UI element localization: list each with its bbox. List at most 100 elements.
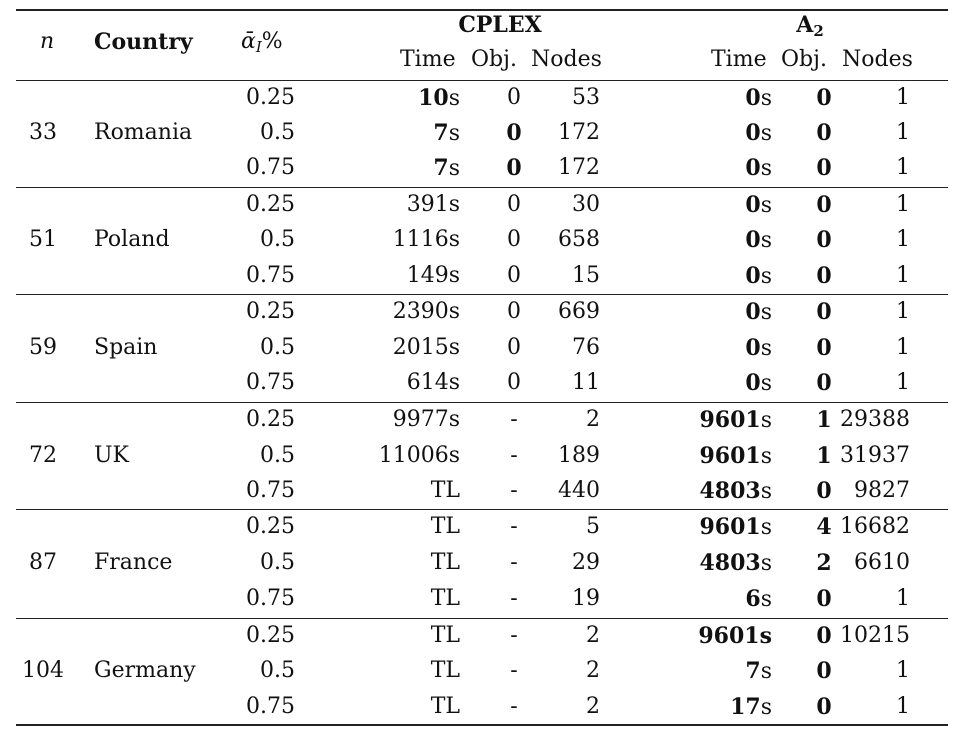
cell-a2-time: 0s [660,81,772,115]
cell-cplex-time: 391s [360,188,460,222]
cell-cplex-time: 10s [360,81,460,115]
cell-a2-nodes-value: 1 [896,694,910,719]
cell-cplex-obj: - [494,403,534,437]
cell-cplex-time-value: 1116s [392,227,460,252]
header-country-label: Country [94,29,193,55]
cell-cplex-obj: 0 [494,81,534,115]
cell-cplex-nodes-value: 30 [572,192,600,217]
cell-cplex-time-value: 10 [418,85,449,111]
cell-cplex-time-value: 7 [433,120,449,146]
cell-cplex-nodes: 2 [520,619,600,653]
cell-cplex-nodes: 172 [520,151,600,185]
cell-cplex-nodes: 2 [520,403,600,437]
cell-a2-nodes: 1 [830,223,910,257]
cell-a2-obj: 0 [804,619,844,653]
cell-a2-time-value: 9601s [698,623,772,649]
cell-cplex-obj-value: 0 [507,227,521,252]
cell-a2-nodes-value: 1 [896,370,910,395]
cell-a2-nodes: 10215 [830,619,910,653]
header-group-a2-base: A [796,12,814,38]
cell-cplex-time: TL [360,474,460,508]
cell-cplex-obj: 0 [494,331,534,365]
cell-cplex-obj: - [494,474,534,508]
cell-a2-nodes-value: 1 [896,263,910,288]
cell-country-value: Germany [94,658,196,683]
cell-a2-obj: 4 [804,510,844,544]
cell-cplex-nodes-value: 5 [586,514,600,539]
cell-a2-nodes-value: 9827 [854,478,910,503]
cell-a2-time-value: 0 [745,85,761,111]
cell-cplex-obj-value: - [510,478,518,503]
cell-alpha: 0.25 [230,403,295,437]
cell-cplex-time-unit: s [448,86,460,111]
cell-alpha: 0.75 [230,690,295,724]
header-a2-obj: Obj. [781,43,827,77]
cell-alpha: 0.25 [230,188,295,222]
cell-a2-nodes: 31937 [830,439,910,473]
header-n-label: n [40,29,55,54]
header-a2-nodes: Nodes [842,43,913,77]
cell-a2-time: 0s [660,223,772,257]
cell-a2-nodes-value: 1 [896,85,910,110]
cell-a2-time-value: 0 [745,227,761,253]
cell-alpha: 0.5 [230,223,295,257]
cell-alpha: 0.25 [230,295,295,329]
cell-cplex-nodes: 19 [520,582,600,616]
cell-cplex-nodes-value: 76 [572,335,600,360]
cell-cplex-obj: - [494,619,534,653]
cell-cplex-nodes: 30 [520,188,600,222]
cell-cplex-nodes-value: 172 [558,155,600,180]
cell-a2-nodes: 1 [830,690,910,724]
cell-alpha-value: 0.5 [260,120,295,145]
cell-a2-time-value: 0 [745,299,761,325]
cell-alpha: 0.5 [230,546,295,580]
cell-a2-obj-value: 0 [816,192,832,218]
cell-cplex-nodes-value: 11 [572,370,600,395]
cell-alpha: 0.75 [230,366,295,400]
header-cplex-obj-label: Obj. [471,47,517,72]
cell-cplex-obj: - [494,582,534,616]
cell-alpha-value: 0.25 [246,192,295,217]
cell-a2-nodes-value: 1 [896,335,910,360]
cell-a2-nodes: 1 [830,366,910,400]
cell-a2-obj-value: 0 [816,694,832,720]
cell-a2-nodes-value: 1 [896,586,910,611]
cell-cplex-time: TL [360,582,460,616]
cell-n-value: 33 [29,120,57,145]
header-group-cplex-label: CPLEX [458,12,542,38]
cell-a2-nodes: 1 [830,654,910,688]
cell-cplex-time-value: TL [430,514,460,539]
cell-cplex-time: TL [360,690,460,724]
cell-country: UK [94,439,234,473]
cell-a2-time-value: 0 [745,335,761,361]
header-a2-obj-label: Obj. [781,47,827,72]
cell-alpha-value: 0.25 [246,514,295,539]
top-rule [16,9,948,11]
cell-a2-nodes: 9827 [830,474,910,508]
header-alpha-symbol: ᾱ [241,29,256,54]
cell-cplex-obj: 0 [494,116,534,150]
cell-alpha: 0.5 [230,654,295,688]
cell-cplex-obj: 0 [494,188,534,222]
cell-a2-time-unit: s [760,371,772,396]
cell-country-value: Romania [94,120,193,145]
cell-a2-time-value: 9601 [699,407,761,433]
cell-a2-time-unit: s [760,121,772,146]
cell-a2-time-unit: s [760,515,772,540]
cell-cplex-obj-value: - [510,658,518,683]
cell-alpha-value: 0.75 [246,370,295,395]
cell-a2-obj: 0 [804,474,844,508]
group-rule-4 [16,509,948,510]
cell-n: 72 [16,439,70,473]
cell-a2-obj: 1 [804,403,844,437]
cell-a2-nodes: 1 [830,151,910,185]
cell-cplex-obj-value: 0 [506,120,522,146]
cell-a2-obj: 1 [804,439,844,473]
cell-cplex-time: 2390s [360,295,460,329]
cell-a2-time-value: 4803 [699,550,761,576]
cell-cplex-time-value: 2390s [392,299,460,324]
cell-a2-obj: 0 [804,151,844,185]
header-group-a2: A2 [710,8,910,42]
cell-cplex-obj: - [494,546,534,580]
cell-cplex-time-value: TL [430,694,460,719]
